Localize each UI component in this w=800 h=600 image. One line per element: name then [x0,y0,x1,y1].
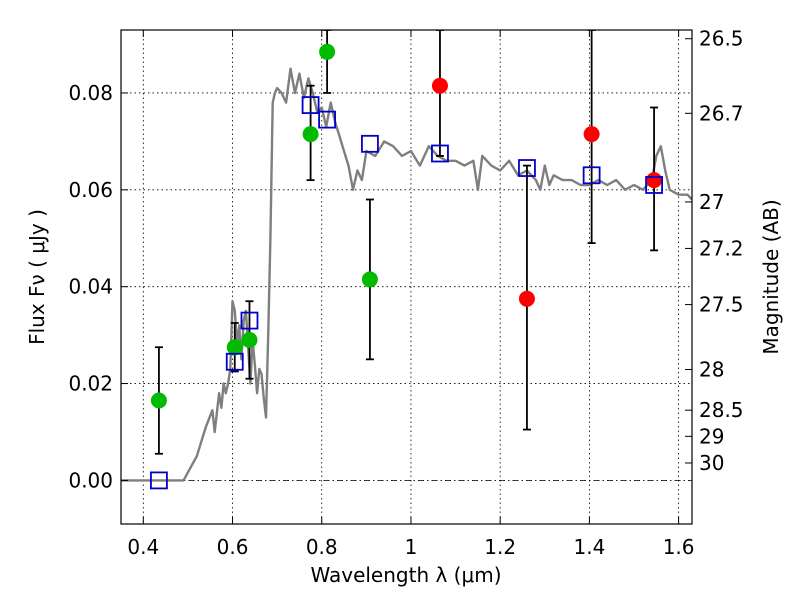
model-photometry-square [361,134,379,153]
y-axis-title: Flux Fν ( μJy ) [25,209,49,345]
model-photometry-square [301,96,320,114]
y-tick-label: 0.08 [68,81,113,105]
red-data-point [583,126,600,143]
y-tick-label: 0.04 [68,275,113,299]
plot-frame [120,29,693,525]
mag-tick-label: 26.5 [699,27,744,51]
y-tick-label: 0.06 [68,178,113,202]
y2-axis-title: Magnitude (AB) [759,199,783,354]
model-sed-layer [121,67,692,482]
x-tick-label: 1.4 [573,535,605,559]
mag-tick-label: 27 [699,190,724,214]
y-tick-label: 0.02 [68,372,113,396]
red-data-point [518,290,535,307]
model-sed-line [121,67,692,482]
mag-tick-label: 26.7 [699,101,744,125]
green-data-point [302,126,319,143]
model-photometry-square [645,176,663,194]
green-data-point [361,271,378,288]
green-data-point [319,43,336,60]
model-photometry-square [582,166,601,185]
x-tick-label: 1 [405,535,418,559]
mag-tick-label: 27.5 [699,293,744,317]
mag-tick-label: 30 [699,451,724,475]
mag-tick-label: 28.5 [699,398,744,422]
green-data-point [241,331,258,348]
model-photometry-square [225,352,244,371]
x-tick-label: 0.4 [127,535,159,559]
x-tick-label: 1.2 [484,535,516,559]
red-data-point [431,77,448,94]
green-data-point [150,392,167,409]
y-tick-label: 0.00 [68,468,113,492]
mag-tick-label: 29 [699,424,724,448]
x-tick-label: 0.6 [217,535,249,559]
x-tick-label: 1.6 [663,535,695,559]
grid-lines [121,30,692,524]
model-photometry-square [318,110,336,129]
green-data-point [226,339,243,356]
red-data-point [646,172,663,189]
model-photometry-square [518,159,536,177]
mag-tick-label: 27.2 [699,236,744,260]
x-tick-label: 0.8 [306,535,338,559]
marker-layer [150,43,663,490]
x-axis-title: Wavelength λ (μm) [310,563,501,587]
axis-ticks: 0.4 0.6 0.8 1 1.2 1.4 1.6 0.00 0.02 0.04 0.06 0.08 2… [68,27,743,559]
model-photometry-square [150,471,168,490]
errorbar-layer [154,30,659,455]
mag-tick-label: 28 [699,358,724,382]
model-photometry-square [431,144,449,163]
model-photometry-square [240,311,259,330]
